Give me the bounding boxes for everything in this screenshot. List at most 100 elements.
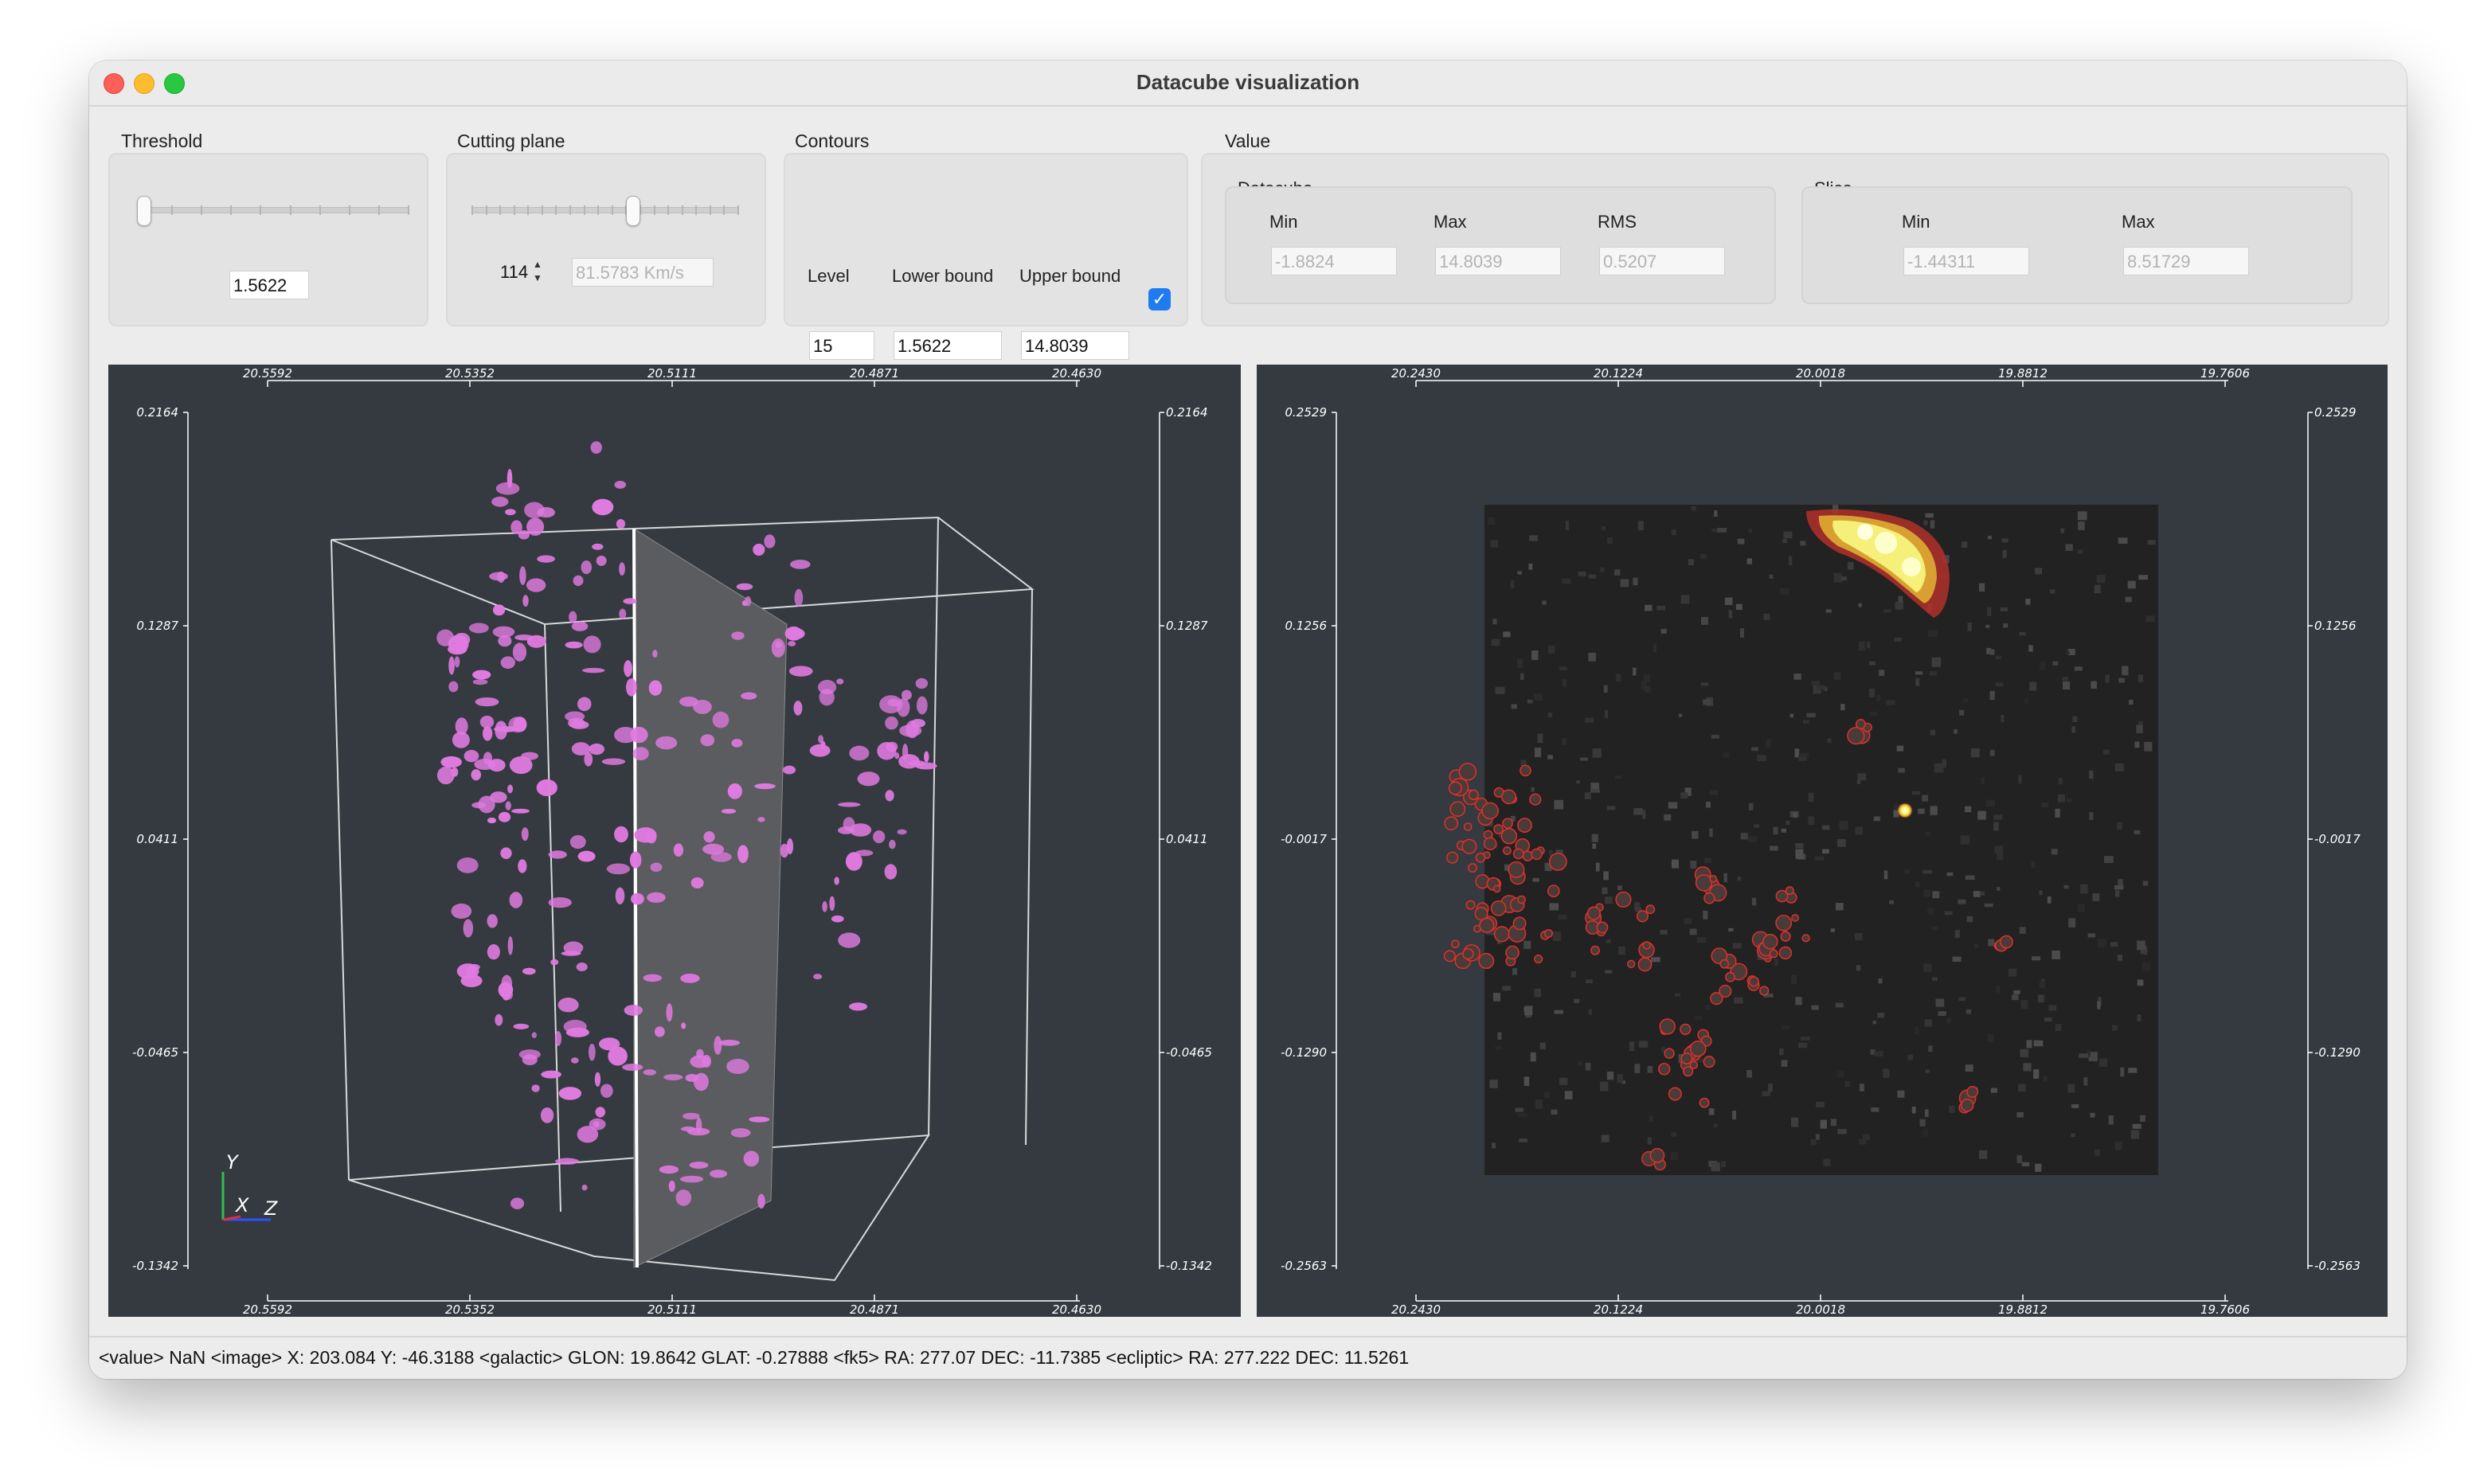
noise-speck <box>1650 957 1660 963</box>
volume-3d-view[interactable]: 20.5592 20.5352 20.5111 20.4871 20.4630 20.5… <box>108 365 1241 1317</box>
isosurface-blob <box>519 566 526 585</box>
datacube-min-field: -1.8824 <box>1271 247 1397 275</box>
noise-speck <box>2012 994 2019 1001</box>
noise-speck <box>2136 724 2143 734</box>
contour-blob <box>1791 914 1800 922</box>
contour-level-input[interactable]: 15 <box>809 331 874 360</box>
isosurface-blob <box>813 974 823 980</box>
isosurface-blob <box>500 847 512 860</box>
isosurface-blob <box>500 656 515 669</box>
noise-speck <box>1928 1045 1933 1052</box>
noise-speck <box>2001 538 2008 543</box>
noise-speck <box>1643 674 1650 683</box>
cutting-plane-slider-handle[interactable] <box>626 196 640 226</box>
contours-enabled-checkbox[interactable]: ✓ <box>1148 288 1171 310</box>
noise-speck <box>2137 1014 2141 1022</box>
noise-speck <box>2115 889 2120 897</box>
noise-speck <box>1965 1064 1973 1072</box>
x-tick-label: 20.5352 <box>445 1302 495 1317</box>
noise-speck <box>1529 535 1538 541</box>
noise-speck <box>1896 745 1904 752</box>
slice-2d-canvas[interactable]: 20.2430 20.1224 20.0018 19.8812 19.7606 20.2… <box>1257 365 2388 1317</box>
noise-speck <box>1714 510 1718 517</box>
isosurface-blob <box>897 829 907 835</box>
noise-speck <box>1638 1041 1649 1048</box>
isosurface-blob <box>451 903 472 920</box>
isosurface-blob <box>757 817 765 822</box>
isosurface-blob <box>582 667 605 674</box>
slice-image[interactable] <box>1484 505 2158 1175</box>
isosurface-blob <box>643 974 663 982</box>
slider-tick <box>499 205 502 215</box>
contours-group: Level Lower bound Upper bound ✓ 15 1.562… <box>784 153 1188 360</box>
isosurface-blob <box>492 604 506 616</box>
maximize-window-button[interactable] <box>164 73 185 94</box>
noise-speck <box>1723 752 1730 758</box>
noise-speck <box>1645 604 1653 611</box>
isosurface-blob <box>623 598 637 604</box>
contour-lower-input[interactable]: 1.5622 <box>894 331 1002 360</box>
volume-3d-canvas[interactable]: 20.5592 20.5352 20.5111 20.4871 20.4630 20.5… <box>108 365 1241 1317</box>
contour-upper-input[interactable]: 14.8039 <box>1021 331 1129 360</box>
title-bar: Datacube visualization <box>89 61 2407 107</box>
slice-2d-view[interactable]: 20.2430 20.1224 20.0018 19.8812 19.7606 20.2… <box>1257 365 2388 1317</box>
cutting-plane-spin-arrows[interactable]: ▲ ▼ <box>533 259 542 283</box>
isosurface-blob <box>471 769 482 781</box>
isosurface-blob <box>659 1165 679 1174</box>
minimize-window-button[interactable] <box>134 73 154 94</box>
isosurface-blob <box>478 795 495 814</box>
threshold-slider-track[interactable] <box>142 207 409 213</box>
close-window-button[interactable] <box>104 73 124 94</box>
isosurface-blob <box>788 666 813 677</box>
cutting-plane-group: 114 ▲ ▼ 81.5783 Km/s <box>446 153 766 326</box>
noise-speck <box>2079 1053 2089 1058</box>
noise-speck <box>1503 631 1511 638</box>
isosurface-blob <box>857 771 880 787</box>
isosurface-blob <box>615 887 625 904</box>
noise-speck <box>2096 574 2106 584</box>
threshold-input[interactable]: 1.5622 <box>229 271 309 299</box>
contour-blob <box>1709 874 1718 883</box>
contour-blob <box>1508 861 1525 878</box>
noise-speck <box>2071 1133 2075 1137</box>
slider-tick <box>527 205 530 215</box>
noise-speck <box>1814 857 1825 861</box>
isosurface-blob <box>498 635 512 647</box>
isosurface-blob <box>536 779 557 797</box>
noise-speck <box>1795 843 1804 849</box>
noise-speck <box>1840 576 1848 581</box>
noise-speck <box>1783 531 1793 539</box>
cutting-plane-slider-track[interactable] <box>471 207 739 213</box>
y-tick-label: 0.1287 <box>137 619 179 633</box>
noise-speck <box>1985 624 1990 628</box>
noise-speck <box>1824 687 1828 691</box>
noise-speck <box>1492 993 1501 1002</box>
noise-speck <box>1954 930 1961 939</box>
x-tick-label: 20.5111 <box>647 1302 697 1317</box>
cutting-plane-index-spinbox[interactable]: 114 <box>500 262 529 282</box>
isosurface-blob <box>491 496 509 507</box>
noise-speck <box>2016 1154 2022 1163</box>
noise-speck <box>2092 893 2100 901</box>
noise-speck <box>2138 575 2148 580</box>
contour-blob <box>1966 1085 1979 1098</box>
noise-speck <box>1700 617 1709 625</box>
noise-speck <box>1748 529 1752 533</box>
y-tick-label: -0.0465 <box>1166 1045 1212 1060</box>
contour-blob <box>1517 895 1526 904</box>
isosurface-blob <box>782 765 796 775</box>
y-tick-label: 0.2529 <box>2314 405 2357 420</box>
noise-speck <box>2029 681 2037 691</box>
noise-speck <box>2055 808 2060 818</box>
contour-blob <box>1683 1066 1694 1077</box>
isosurface-blob <box>680 1126 696 1132</box>
threshold-slider-handle[interactable] <box>137 196 151 226</box>
contour-level-label: Level <box>808 266 850 286</box>
x-tick-label: 20.5592 <box>243 366 292 381</box>
slider-tick <box>723 205 726 215</box>
noise-speck <box>1934 763 1944 773</box>
isosurface-blob <box>594 1072 601 1087</box>
noise-speck <box>1762 1091 1770 1096</box>
noise-speck <box>1835 903 1844 911</box>
noise-speck <box>1925 1069 1930 1073</box>
